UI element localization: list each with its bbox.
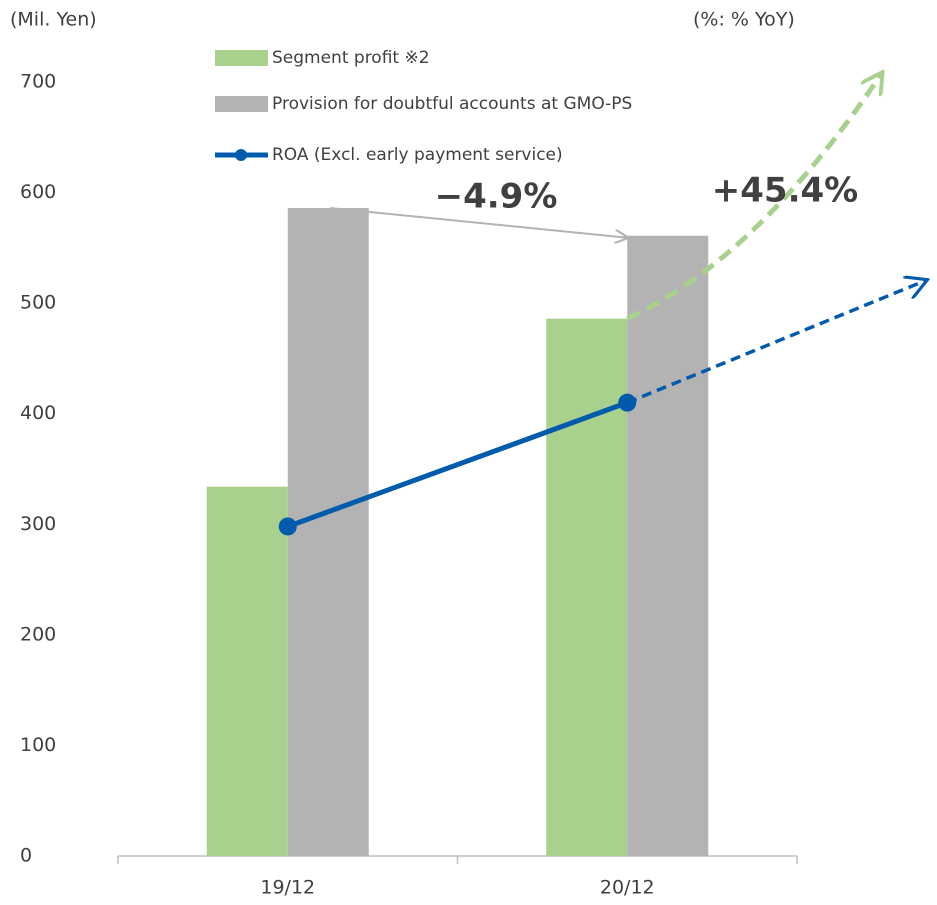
bar bbox=[287, 208, 369, 857]
legend-swatch bbox=[235, 149, 247, 161]
y-tick-label: 400 bbox=[20, 402, 56, 424]
y-tick-label: 200 bbox=[20, 623, 56, 645]
x-tick-label: 19/12 bbox=[260, 877, 315, 899]
legend-swatch bbox=[215, 50, 268, 66]
x-tick-label: 20/12 bbox=[600, 877, 655, 899]
y-tick-label: 300 bbox=[20, 513, 56, 535]
legend-label: Segment profit ※2 bbox=[272, 48, 430, 68]
legend-swatch bbox=[215, 96, 268, 112]
line-point bbox=[278, 517, 297, 536]
trend-arrow bbox=[626, 281, 925, 405]
trend-arrow bbox=[626, 74, 881, 321]
y-tick-label: 600 bbox=[20, 181, 56, 203]
secondary-label: (%: % YoY) bbox=[693, 9, 795, 31]
change-arrow bbox=[330, 207, 627, 238]
annotation: −4.9% bbox=[435, 177, 558, 217]
y-tick-label: 500 bbox=[20, 292, 56, 314]
unit-label: (Mil. Yen) bbox=[10, 9, 97, 31]
y-tick-label: 0 bbox=[20, 845, 32, 867]
legend-label: Provision for doubtful accounts at GMO-P… bbox=[272, 94, 632, 114]
y-tick-label: 700 bbox=[20, 71, 56, 93]
bar bbox=[206, 486, 288, 856]
bar bbox=[627, 235, 709, 857]
line bbox=[286, 400, 629, 529]
y-tick-label: 100 bbox=[20, 734, 56, 756]
annotation: +45.4% bbox=[712, 171, 858, 211]
legend-label: ROA (Excl. early payment service) bbox=[272, 145, 563, 165]
bar bbox=[546, 318, 628, 856]
